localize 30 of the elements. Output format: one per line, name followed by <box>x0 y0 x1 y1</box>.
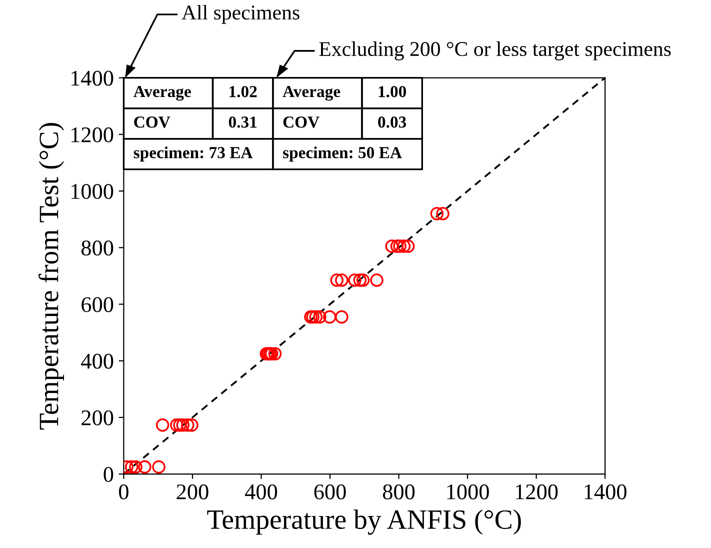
y-tick-label: 400 <box>81 354 114 369</box>
x-tick-label: 1200 <box>516 484 558 500</box>
y-tick-label: 800 <box>82 240 114 256</box>
annotation: 1.02 <box>230 86 257 98</box>
annotation: Average <box>282 86 340 101</box>
x-tick-label: 1000 <box>447 484 489 500</box>
y-tick-label: 200 <box>82 410 114 426</box>
x-tick-label: 800 <box>382 484 415 500</box>
y-tick-label: 0 <box>104 466 114 482</box>
x-tick-label: 600 <box>314 484 346 500</box>
y-axis-title: Temperature from Test (°C) <box>38 122 64 430</box>
annotation: 0.03 <box>378 116 406 128</box>
text: All specimens <box>182 4 300 24</box>
annotation: 1.00 <box>378 86 406 98</box>
y-tick-label: 600 <box>82 297 114 312</box>
y-tick-label: 1000 <box>72 184 114 199</box>
annotation: specimen: 73 EA <box>134 146 253 162</box>
annotation: specimen: 50 EA <box>283 146 402 162</box>
y-tick-label: 1400 <box>72 70 114 86</box>
x-tick-label: 0 <box>119 484 128 500</box>
annotation: Average <box>134 86 191 101</box>
x-tick-label: 400 <box>245 484 278 500</box>
y-tick-label: 1200 <box>72 127 114 142</box>
x-tick-label: 200 <box>176 484 208 500</box>
x-tick-label: 1400 <box>584 484 626 500</box>
annotation: COV <box>283 116 320 128</box>
annotation: 0.31 <box>228 116 257 128</box>
annotation: COV <box>134 116 170 128</box>
x-axis-title: Temperature by ANFIS (°C) <box>207 509 521 535</box>
text: Excluding 200 °C or less target specimens <box>319 41 671 60</box>
